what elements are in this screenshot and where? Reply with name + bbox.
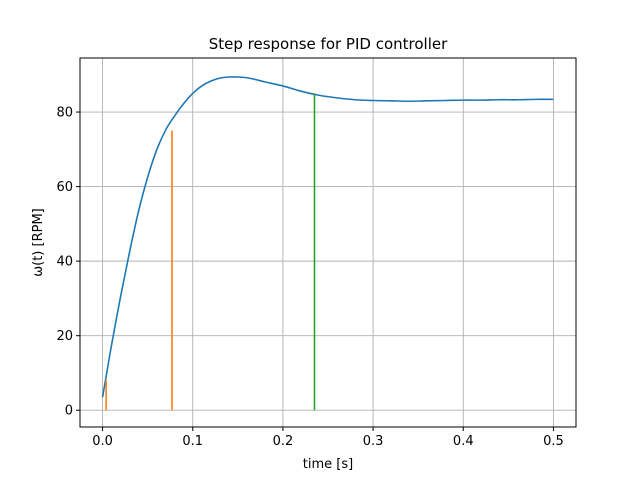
- x-tick-label: 0.1: [182, 434, 203, 449]
- x-tick-label: 0.5: [543, 434, 564, 449]
- y-axis-label: ω(t) [RPM]: [31, 208, 46, 277]
- tick-layer: 0.0 0.1 0.2 0.3 0.4 0.5 0 20 40 60 80: [56, 106, 563, 449]
- plot-area: [80, 58, 576, 427]
- y-tick-label: 20: [56, 329, 73, 344]
- grid-lines: [80, 58, 576, 427]
- y-tick-label: 60: [56, 180, 73, 195]
- x-tick-label: 0.3: [363, 434, 384, 449]
- step-response-line: [101, 76, 554, 398]
- plot-frame: [79, 57, 577, 428]
- x-tick-label: 0.2: [273, 434, 294, 449]
- x-tick-label: 0.4: [453, 434, 474, 449]
- y-tick-label: 40: [56, 255, 73, 270]
- y-tick-label: 0: [65, 404, 73, 419]
- x-tick-label: 0.0: [92, 434, 113, 449]
- data-layer: [101, 76, 554, 411]
- chart-title: Step response for PID controller: [209, 35, 448, 53]
- y-tick-label: 80: [56, 106, 73, 121]
- x-axis-label: time [s]: [303, 457, 353, 472]
